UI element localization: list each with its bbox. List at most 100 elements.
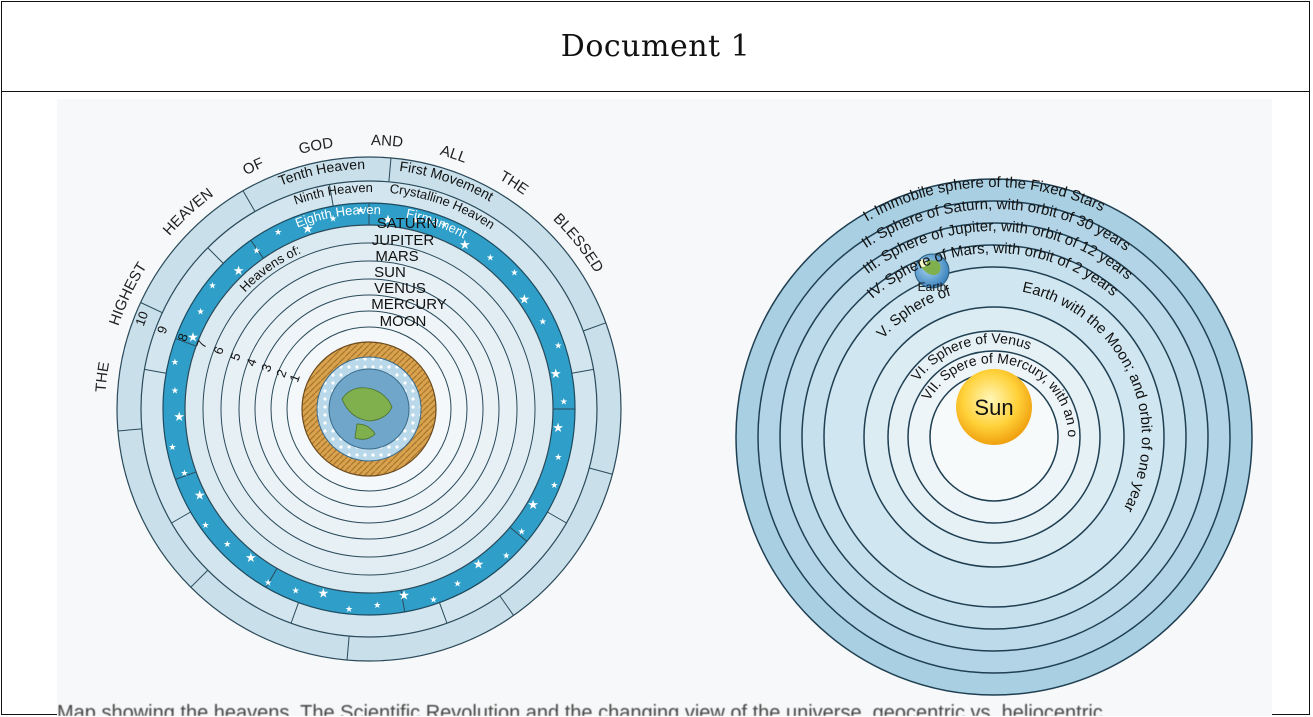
star-icon: ★ <box>233 263 245 278</box>
sun-label: Sun <box>974 395 1013 420</box>
star-icon: ★ <box>554 452 562 462</box>
ring-divider <box>140 302 163 314</box>
star-icon: ★ <box>502 550 510 560</box>
ring-number: 5 <box>227 351 244 363</box>
star-icon: ★ <box>510 268 518 278</box>
ring-divider <box>328 184 334 207</box>
star-icon: ★ <box>486 252 494 262</box>
ring-divider <box>583 322 606 332</box>
planet-jupiter: JUPITER <box>372 232 435 249</box>
star-icon: ★ <box>412 216 420 226</box>
document-title: Document 1 <box>560 29 751 64</box>
ring-number: 2 <box>273 367 290 379</box>
planet-mars: MARS <box>375 248 418 265</box>
document-header: Document 1 <box>2 2 1309 92</box>
star-icon: ★ <box>554 340 562 350</box>
planet-mercury: MERCURY <box>371 296 447 313</box>
star-icon: ★ <box>527 497 539 512</box>
star-icon: ★ <box>317 585 329 600</box>
ring-divider <box>242 190 256 212</box>
ring-divider <box>438 602 448 624</box>
planet-list: SATURN JUPITER MARS SUN VENUS MERCURY MO… <box>371 215 447 330</box>
star-icon: ★ <box>453 579 461 589</box>
ring-divider <box>171 511 191 524</box>
heliocentric-diagram: Sun Earth I. Immobile sphere of the Fixe… <box>57 99 1253 696</box>
star-icon: ★ <box>223 539 231 549</box>
star-icon: ★ <box>473 556 485 571</box>
star-icon: ★ <box>194 487 206 502</box>
ring-divider <box>175 471 197 480</box>
ring-number: 3 <box>258 362 275 374</box>
star-icon: ★ <box>168 442 176 452</box>
earth-label: Earth <box>918 280 947 294</box>
ring-divider <box>547 511 567 524</box>
star-icon: ★ <box>373 600 381 610</box>
outer-word: GOD <box>297 132 371 158</box>
earth-icon: Earth <box>914 253 950 294</box>
star-icon: ★ <box>253 246 261 256</box>
sun <box>956 369 1032 445</box>
ring-divider <box>509 526 528 542</box>
planet-moon: MOON <box>380 313 427 330</box>
earth-land <box>341 387 393 422</box>
ring-divider <box>388 157 392 182</box>
star-icon: ★ <box>560 397 568 407</box>
star-icon: ★ <box>459 237 471 252</box>
star-icon: ★ <box>550 480 558 490</box>
star-icon: ★ <box>302 221 314 236</box>
star-icon: ★ <box>187 330 199 345</box>
ring-number: 10 <box>132 309 151 328</box>
planet-saturn: SATURN <box>377 215 438 232</box>
star-icon: ★ <box>171 386 179 396</box>
earth-land-small <box>354 423 376 440</box>
star-icon: ★ <box>518 292 530 307</box>
ring-number: 8 <box>174 331 191 343</box>
ring-divider <box>117 428 142 432</box>
star-icon: ★ <box>171 357 179 367</box>
ring-divider <box>207 247 224 264</box>
star-icon: ★ <box>550 366 562 381</box>
ring-number: 9 <box>154 324 171 336</box>
star-icon: ★ <box>292 586 300 596</box>
cosmology-figure: ★ ★ ★ ★ ★ ★ ★ ★ ★ ★ ★ ★ ★ ★ ★ ★ ★ ★ ★ ★ ★ ★ ★ ★ ★ ★ ★ ★ ★ ★ ★ ★ ★ ★ ★ ★ ★ ★ ★ ★… <box>57 99 1272 716</box>
outer-word: THE <box>93 322 123 392</box>
star-icon: ★ <box>201 520 209 530</box>
ring-divider <box>571 368 594 374</box>
ring-divider <box>144 368 167 374</box>
geocentric-diagram: ★ ★ ★ ★ ★ ★ ★ ★ ★ ★ ★ ★ ★ ★ ★ ★ ★ ★ ★ ★ ★ ★ ★ ★ ★ ★ ★ ★ ★ ★ ★ ★ ★ ★ ★ ★ ★ ★ ★ ★… <box>93 132 622 662</box>
star-icon: ★ <box>173 409 185 424</box>
ring-divider <box>290 602 300 624</box>
ring-divider <box>589 467 613 475</box>
planet-venus: VENUS <box>374 280 426 297</box>
star-icon: ★ <box>264 578 272 588</box>
star-icon: ★ <box>208 281 216 291</box>
star-icon: ★ <box>398 588 410 603</box>
outer-word: AND <box>371 132 443 158</box>
ring-number: 7 <box>193 338 210 350</box>
firmament-stars: ★ ★ ★ ★ ★ ★ ★ ★ ★ ★ ★ ★ ★ ★ ★ ★ ★ ★ ★ ★ ★ ★ ★ ★ ★ ★ ★ ★ ★ ★ ★ ★ ★ ★ ★ ★ ★ ★ ★ ★… <box>168 205 567 614</box>
star-icon: ★ <box>274 227 282 237</box>
ring-dividers <box>117 157 613 661</box>
ring-number: 4 <box>243 356 260 368</box>
star-icon: ★ <box>197 307 205 317</box>
star-icon: ★ <box>429 594 437 604</box>
ring-divider <box>346 636 350 661</box>
ring-divider <box>175 338 197 347</box>
ring-divider <box>250 239 264 259</box>
ring-number: 1 <box>286 372 303 384</box>
star-icon: ★ <box>245 550 257 565</box>
star-icon: ★ <box>180 468 188 478</box>
star-icon: ★ <box>356 205 364 215</box>
ring-divider <box>190 569 209 588</box>
star-icon: ★ <box>440 220 448 230</box>
star-icon: ★ <box>382 212 394 227</box>
planet-sun: SUN <box>374 264 406 281</box>
figure-caption: Map showing the heavens. The Scientific … <box>57 702 1103 716</box>
ring-divider <box>265 568 278 588</box>
cosmology-diagrams: ★ ★ ★ ★ ★ ★ ★ ★ ★ ★ ★ ★ ★ ★ ★ ★ ★ ★ ★ ★ ★ ★ ★ ★ ★ ★ ★ ★ ★ ★ ★ ★ ★ ★ ★ ★ ★ ★ ★ ★… <box>57 99 1253 696</box>
ring-divider <box>499 595 514 616</box>
star-icon: ★ <box>552 420 564 435</box>
star-icon: ★ <box>518 526 526 536</box>
